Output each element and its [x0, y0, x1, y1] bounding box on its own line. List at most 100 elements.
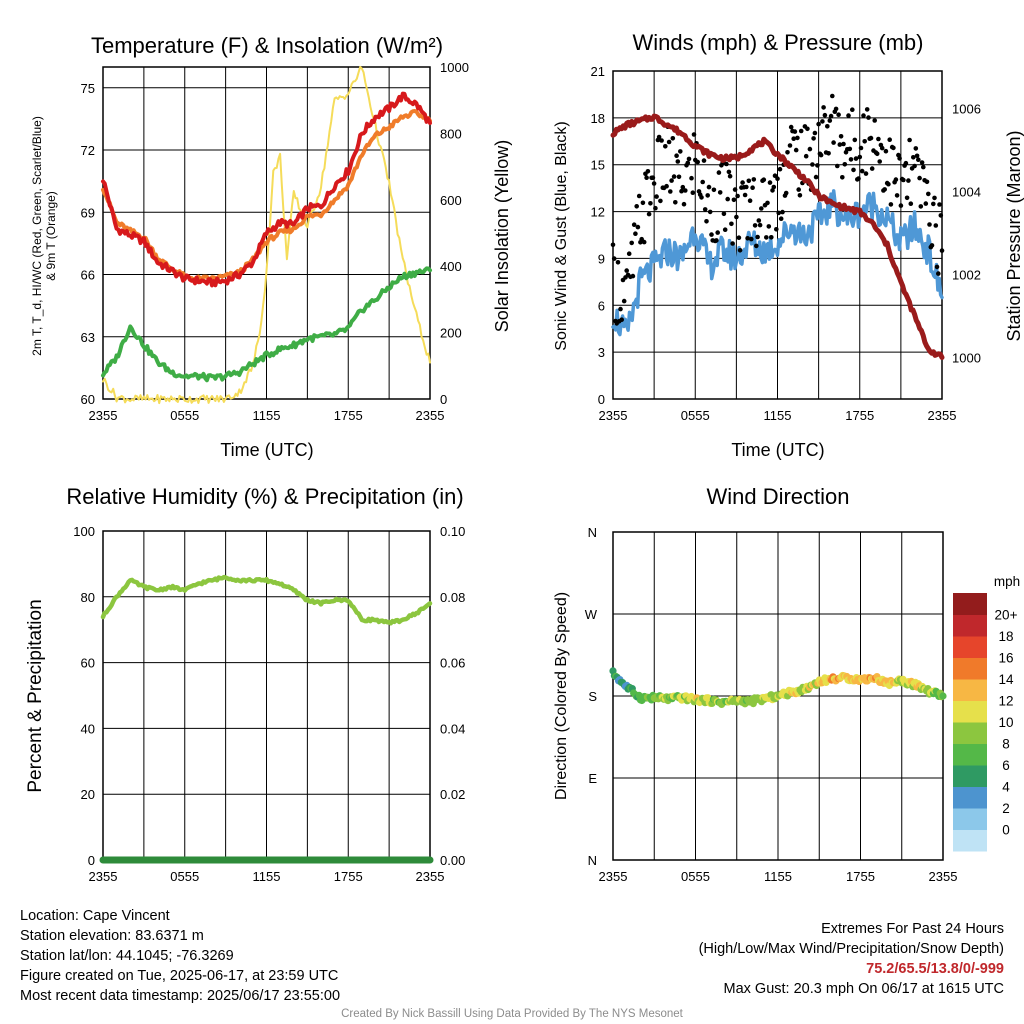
gust-point — [777, 166, 783, 172]
colorbar-swatch — [953, 657, 987, 680]
gust-point — [755, 234, 760, 240]
gust-point — [803, 153, 809, 159]
colorbar-swatch — [953, 765, 987, 787]
winds-panel-y-tick-label: 12 — [591, 205, 605, 220]
gust-point — [742, 192, 748, 198]
dir-chart-title: Wind Direction — [706, 484, 849, 509]
location-text: Location: Cape Vincent — [20, 908, 170, 924]
gust-point — [904, 195, 910, 201]
colorbar-label: 6 — [1002, 758, 1010, 773]
temp-panel-x-tick-label: 2355 — [416, 408, 445, 423]
rh-panel-y2-tick-label: 0.10 — [440, 524, 465, 539]
gust-point — [916, 157, 921, 162]
gust-point — [618, 306, 623, 312]
gust-point — [611, 256, 617, 261]
gust-point — [670, 136, 676, 141]
gust-point — [766, 224, 772, 229]
gust-point — [690, 190, 696, 195]
gust-point — [933, 223, 939, 228]
gust-point — [699, 195, 704, 200]
gust-point — [756, 218, 762, 223]
gust-point — [882, 187, 887, 192]
colorbar-label: 10 — [998, 715, 1013, 730]
gust-point — [796, 187, 801, 192]
gust-point — [897, 156, 902, 161]
gust-point — [651, 181, 657, 186]
gust-point — [830, 93, 835, 99]
temp-panel-y2-tick-label: 0 — [440, 392, 447, 407]
gust-point — [736, 235, 742, 240]
winds-panel-x-tick-label: 2355 — [599, 408, 628, 423]
winds-panel-x-tick-label: 1155 — [764, 408, 792, 423]
gust-point — [729, 221, 734, 227]
gust-point — [898, 203, 904, 208]
gust-point — [730, 241, 735, 246]
gust-point — [716, 170, 722, 175]
gust-point — [759, 206, 764, 211]
gust-point — [695, 159, 700, 165]
dir-panel-x-tick-label: 1155 — [764, 869, 792, 884]
gust-point — [740, 180, 745, 185]
gust-point — [863, 171, 869, 176]
extremes-title: Extremes For Past 24 Hours — [821, 921, 1004, 937]
gust-point — [876, 136, 881, 142]
colorbar-label: 20+ — [995, 608, 1018, 623]
gust-point — [644, 175, 649, 180]
winds-chart-title: Winds (mph) & Pressure (mb) — [633, 30, 924, 55]
gust-point — [621, 298, 627, 304]
gust-point — [825, 124, 830, 129]
rh-panel-y2-tick-label: 0.08 — [440, 590, 465, 605]
temp-panel-x-tick-label: 1755 — [334, 408, 363, 423]
gust-point — [658, 198, 663, 204]
gust-point — [764, 235, 769, 240]
gust-point — [864, 107, 870, 112]
gust-point — [754, 243, 759, 249]
gust-point — [678, 149, 683, 154]
gust-point — [673, 200, 678, 205]
gust-point — [726, 169, 732, 175]
gust-point — [862, 139, 867, 144]
gust-point — [923, 201, 929, 206]
gust-point — [776, 210, 781, 216]
gust-point — [826, 151, 831, 156]
gust-point — [821, 105, 826, 110]
latlon-text: Station lat/lon: 44.1045; -76.3269 — [20, 948, 234, 964]
winds-panel-y2-tick-label: 1006 — [952, 101, 981, 116]
gust-point — [906, 178, 911, 183]
gust-point — [851, 167, 856, 173]
rh-panel-y2-tick-label: 0.06 — [440, 656, 465, 671]
gust-point — [841, 141, 846, 147]
temp-chart-title: Temperature (F) & Insolation (W/m²) — [91, 33, 443, 58]
dir-panel-x-tick-label: 2355 — [599, 869, 628, 884]
gust-point — [831, 140, 836, 145]
gust-point — [939, 248, 945, 253]
temp-panel-y-tick-label: 75 — [81, 81, 95, 96]
gust-point — [852, 137, 858, 143]
direction-point — [939, 692, 947, 700]
gust-point — [879, 145, 885, 151]
winds-panel-y2-tick-label: 1000 — [952, 350, 981, 365]
colorbar-label: 8 — [1002, 737, 1010, 752]
gust-point — [924, 179, 930, 185]
gust-point — [828, 113, 834, 119]
gust-point — [934, 264, 940, 270]
gust-point — [715, 230, 720, 235]
temp-panel-x-tick-label: 0555 — [170, 408, 199, 423]
gust-point — [791, 136, 796, 141]
gust-point — [914, 153, 920, 159]
gust-point — [680, 184, 686, 190]
gust-point — [750, 185, 755, 190]
gust-point — [746, 178, 752, 184]
temp-panel-y2-tick-label: 600 — [440, 193, 462, 208]
gust-point — [807, 146, 813, 152]
gust-point — [619, 317, 624, 323]
gust-point — [689, 175, 694, 181]
colorbar-label: 16 — [998, 651, 1013, 666]
winds-panel-y-tick-label: 18 — [591, 111, 605, 126]
winds-panel-x-tick-label: 0555 — [681, 408, 710, 423]
rh-y-axis-label: Percent & Precipitation — [25, 599, 46, 792]
temp-panel-y2-tick-label: 1000 — [440, 60, 469, 75]
gust-point — [840, 175, 845, 180]
gust-point — [856, 176, 861, 181]
